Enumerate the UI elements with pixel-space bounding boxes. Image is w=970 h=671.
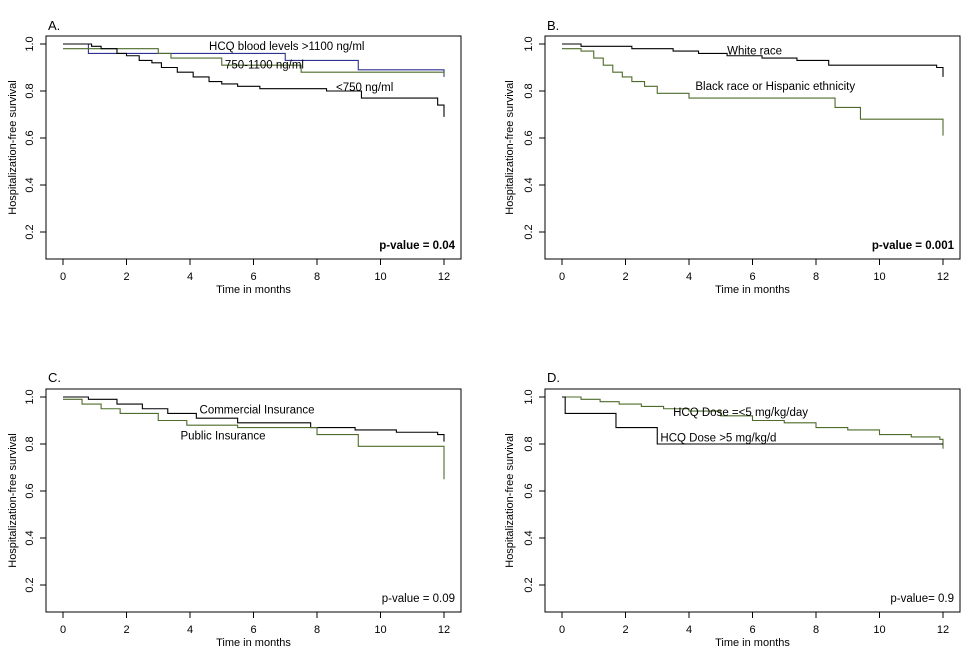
chart-panel-3: C. 0 2 4 6 8 10 12 0.2 0.4 0.6 0.8 1.0 Time in months… xyxy=(7,370,462,649)
x-tick-label: 6 xyxy=(250,624,256,636)
y-tick-label: 0.8 xyxy=(24,83,36,98)
y-tick-label: 0.8 xyxy=(523,436,535,451)
x-tick-label: 0 xyxy=(60,271,66,283)
x-tick-label: 6 xyxy=(749,271,755,283)
curve-annotation: HCQ Dose =<5 mg/kg/day xyxy=(673,407,808,419)
curve-annotation: HCQ blood levels >1100 ng/ml xyxy=(209,41,364,53)
y-tick-label: 0.4 xyxy=(24,530,36,545)
y-tick-label: 0.2 xyxy=(523,577,535,592)
y-tick-label: 1.0 xyxy=(523,36,535,51)
survival-curve-1 xyxy=(562,43,944,77)
survival-curve-2 xyxy=(63,398,445,480)
y-axis-label: Hospitalization-free survival xyxy=(504,433,516,568)
curve-annotation: HCQ Dose >5 mg/kg/d xyxy=(660,433,776,445)
x-tick-label: 12 xyxy=(438,624,450,636)
survival-curve-2 xyxy=(562,48,944,136)
survival-curve-3 xyxy=(63,43,445,117)
y-axis-label: Hospitalization-free survival xyxy=(7,433,19,568)
x-tick-label: 8 xyxy=(813,624,819,636)
x-axis-label: Time in months xyxy=(715,284,790,296)
plot-frame xyxy=(544,35,961,260)
curve-annotation: Black race or Hispanic ethnicity xyxy=(695,81,855,93)
x-tick-label: 2 xyxy=(123,271,129,283)
curve-annotation: Public Insurance xyxy=(180,430,265,442)
curve-annotation: 750-1100 ng/ml xyxy=(225,60,304,72)
survival-curve-2 xyxy=(63,48,445,75)
x-tick-label: 8 xyxy=(314,624,320,636)
x-tick-label: 4 xyxy=(187,271,193,283)
y-tick-label: 0.8 xyxy=(523,83,535,98)
x-tick-label: 4 xyxy=(187,624,193,636)
x-tick-label: 0 xyxy=(559,271,565,283)
y-tick-label: 0.6 xyxy=(523,130,535,145)
y-tick-label: 0.4 xyxy=(523,530,535,545)
y-axis-label: Hospitalization-free survival xyxy=(504,80,516,215)
y-tick-label: 0.2 xyxy=(523,224,535,239)
p-value-label: p-value = 0.09 xyxy=(382,593,455,605)
x-axis-label: Time in months xyxy=(715,637,790,649)
x-tick-label: 12 xyxy=(937,271,949,283)
x-tick-label: 2 xyxy=(123,624,129,636)
survival-curve-1 xyxy=(63,43,445,77)
y-tick-label: 0.6 xyxy=(523,483,535,498)
y-tick-label: 0.6 xyxy=(24,483,36,498)
survival-curve-2 xyxy=(562,396,943,445)
y-tick-label: 0.4 xyxy=(523,177,535,192)
y-tick-label: 0.8 xyxy=(24,436,36,451)
p-value-label: p-value = 0.001 xyxy=(872,240,955,252)
y-tick-label: 0.4 xyxy=(24,177,36,192)
x-tick-label: 2 xyxy=(622,624,628,636)
chart-panel-2: B. 0 2 4 6 8 10 12 0.2 0.4 0.6 0.8 1.0 Time in months… xyxy=(504,18,961,296)
curve-annotation: Commercial Insurance xyxy=(200,404,315,416)
y-axis-label: Hospitalization-free survival xyxy=(7,80,19,215)
x-tick-label: 10 xyxy=(374,624,386,636)
x-tick-label: 6 xyxy=(250,271,256,283)
x-axis-label: Time in months xyxy=(216,637,291,649)
y-tick-label: 1.0 xyxy=(24,389,36,404)
panel-label: C. xyxy=(48,370,61,385)
x-tick-label: 12 xyxy=(438,271,450,283)
panel-label: A. xyxy=(48,18,60,33)
p-value-label: p-value = 0.04 xyxy=(379,240,455,252)
p-value-label: p-value= 0.9 xyxy=(890,593,954,605)
x-tick-label: 10 xyxy=(873,271,885,283)
x-tick-label: 2 xyxy=(622,271,628,283)
x-tick-label: 6 xyxy=(749,624,755,636)
curve-annotation: White race xyxy=(727,46,782,58)
chart-panel-1: A. 0 2 4 6 8 10 12 0.2 0.4 0.6 0.8 1.0 Time in months… xyxy=(7,18,462,296)
y-tick-label: 0.2 xyxy=(24,224,36,239)
y-tick-label: 0.2 xyxy=(24,577,36,592)
survival-curve-1 xyxy=(562,396,944,449)
curve-annotation: <750 ng/ml xyxy=(336,82,393,94)
x-tick-label: 10 xyxy=(374,271,386,283)
y-tick-label: 1.0 xyxy=(523,389,535,404)
panel-label: D. xyxy=(547,370,560,385)
x-tick-label: 4 xyxy=(686,624,692,636)
x-tick-label: 4 xyxy=(686,271,692,283)
x-tick-label: 0 xyxy=(60,624,66,636)
x-tick-label: 10 xyxy=(873,624,885,636)
survival-curve-1 xyxy=(63,396,445,442)
chart-panel-4: D. 0 2 4 6 8 10 12 0.2 0.4 0.6 0.8 1.0 Time in months… xyxy=(504,370,961,649)
y-tick-label: 0.6 xyxy=(24,130,36,145)
y-tick-label: 1.0 xyxy=(24,36,36,51)
x-tick-label: 12 xyxy=(937,624,949,636)
x-tick-label: 8 xyxy=(813,271,819,283)
x-tick-label: 8 xyxy=(314,271,320,283)
x-tick-label: 0 xyxy=(559,624,565,636)
x-axis-label: Time in months xyxy=(216,284,291,296)
plot-frame xyxy=(544,388,961,613)
panel-label: B. xyxy=(547,18,559,33)
